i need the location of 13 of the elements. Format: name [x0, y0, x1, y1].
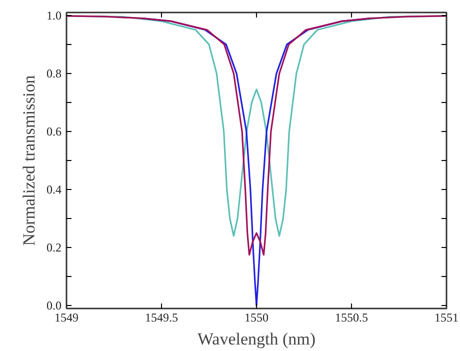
x-axis-title: Wavelength (nm) [197, 330, 316, 348]
y-tick-label: 0.4 [46, 182, 62, 197]
y-tick-label: 0.0 [46, 298, 62, 313]
y-axis-title: Normalized transmission [20, 74, 38, 246]
y-tick-label: 0.2 [46, 240, 62, 255]
x-tick-label: 1549 [54, 310, 78, 324]
y-tick-label: 1.0 [46, 8, 62, 22]
x-tick-label: 1549.5 [145, 310, 178, 324]
y-tick-label: 0.6 [46, 124, 62, 138]
y-tick-label: 0.8 [46, 66, 62, 80]
x-tick-label: 1550 [244, 310, 268, 324]
x-tick-label: 1550.5 [335, 310, 368, 324]
x-tick-label: 1551 [434, 310, 458, 324]
